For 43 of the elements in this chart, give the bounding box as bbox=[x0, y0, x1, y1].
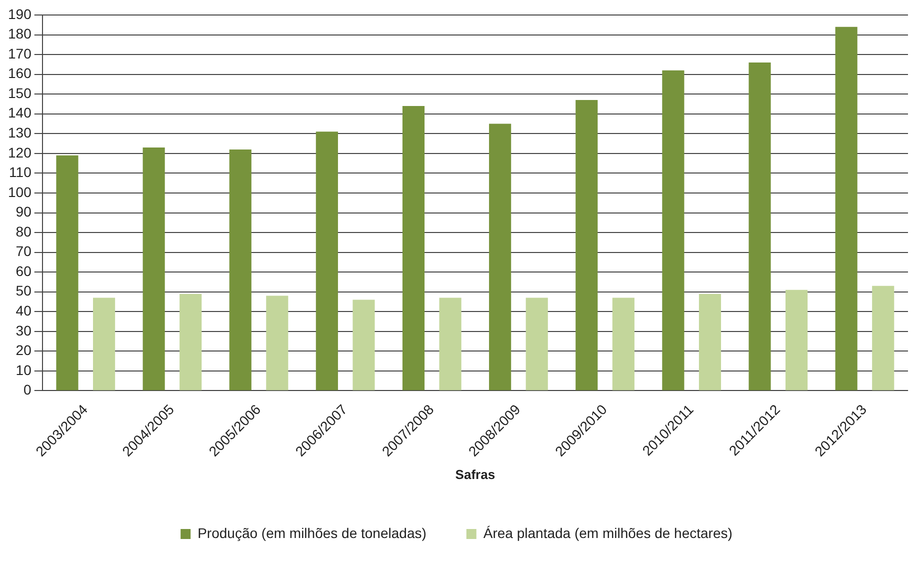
bar bbox=[142, 147, 165, 390]
bar bbox=[576, 100, 598, 390]
bar bbox=[229, 149, 252, 390]
legend-label: Produção (em milhões de toneladas) bbox=[198, 524, 426, 541]
y-tick-label: 160 bbox=[8, 65, 32, 82]
y-tick-label: 150 bbox=[8, 84, 32, 101]
bar bbox=[402, 106, 425, 390]
bar bbox=[352, 300, 375, 390]
y-tick-label: 190 bbox=[8, 6, 32, 22]
y-tick-label: 120 bbox=[8, 144, 32, 160]
y-tick-label: 80 bbox=[16, 223, 32, 240]
bar bbox=[835, 26, 858, 390]
y-tick-label: 140 bbox=[8, 104, 32, 121]
y-tick-label: 60 bbox=[16, 262, 32, 279]
y-tick-label: 50 bbox=[16, 282, 32, 299]
y-tick-label: 90 bbox=[16, 204, 32, 220]
y-tick-label: 10 bbox=[16, 362, 32, 378]
bar bbox=[662, 70, 684, 390]
bar bbox=[698, 294, 722, 390]
bar bbox=[439, 298, 462, 390]
y-tick-label: 30 bbox=[16, 322, 32, 338]
bar bbox=[526, 298, 548, 390]
bar bbox=[316, 132, 338, 390]
y-tick-label: 0 bbox=[24, 382, 32, 398]
bar bbox=[612, 298, 634, 390]
bar bbox=[489, 124, 512, 390]
bar bbox=[266, 296, 288, 390]
y-tick-label: 100 bbox=[8, 184, 32, 200]
y-tick-label: 40 bbox=[16, 302, 32, 318]
bar bbox=[93, 298, 116, 390]
y-tick-label: 130 bbox=[8, 124, 32, 141]
y-tick-label: 170 bbox=[8, 45, 32, 62]
bar bbox=[56, 155, 78, 390]
y-tick-label: 180 bbox=[8, 26, 32, 42]
bar bbox=[180, 294, 202, 390]
y-tick-label: 110 bbox=[9, 164, 32, 180]
bar bbox=[872, 286, 894, 390]
bar bbox=[786, 290, 808, 390]
y-tick-label: 70 bbox=[16, 243, 32, 260]
legend-label: Área plantada (em milhões de hectares) bbox=[483, 524, 732, 541]
y-tick-label: 20 bbox=[16, 342, 32, 358]
x-axis-title: Safras bbox=[455, 466, 496, 482]
bar bbox=[748, 62, 771, 390]
